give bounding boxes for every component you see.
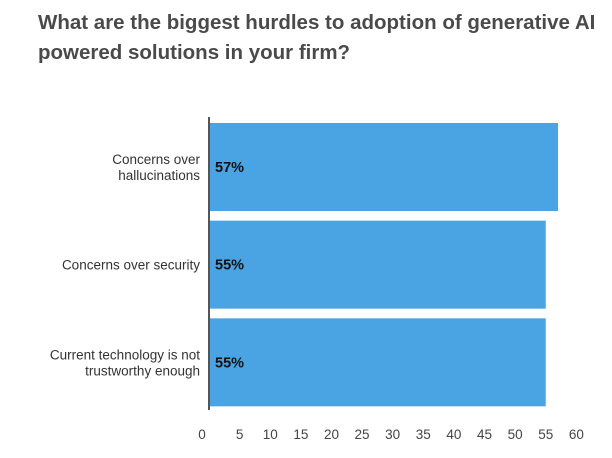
x-tick-0: 0 [198, 427, 206, 442]
x-tick-60: 60 [569, 427, 584, 442]
x-tick-20: 20 [324, 427, 339, 442]
category-label-line: Concerns over [112, 152, 200, 167]
bar-1 [209, 123, 558, 211]
category-label-3: Current technology is not trustworthy eno… [50, 347, 200, 378]
category-label-line: trustworthy enough [85, 363, 200, 378]
x-tick-15: 15 [293, 427, 308, 442]
category-label-1: Concerns over hallucinations [112, 152, 200, 183]
category-label-line: Concerns over security [62, 258, 200, 273]
x-tick-25: 25 [355, 427, 370, 442]
bars-group [209, 123, 558, 407]
x-tick-40: 40 [446, 427, 461, 442]
category-label-2: Concerns over security [62, 258, 200, 273]
x-tick-50: 50 [508, 427, 523, 442]
chart-title: What are the biggest hurdles to adoption… [38, 11, 596, 64]
x-tick-30: 30 [385, 427, 400, 442]
x-tick-10: 10 [263, 427, 278, 442]
x-tick-45: 45 [477, 427, 492, 442]
x-axis-ticks: 0 5 10 15 20 25 30 35 40 45 50 55 60 [198, 427, 584, 442]
category-label-line: Current technology is not [50, 347, 200, 362]
data-label-3: 55% [215, 355, 244, 371]
data-label-2: 55% [215, 258, 244, 274]
bar-2 [209, 220, 546, 309]
x-tick-55: 55 [538, 427, 553, 442]
category-label-line: hallucinations [118, 168, 200, 183]
data-labels: 57% 55% 55% [215, 160, 244, 371]
data-label-1: 57% [215, 160, 244, 176]
x-tick-35: 35 [416, 427, 431, 442]
bar-3 [209, 318, 546, 407]
x-tick-5: 5 [236, 427, 244, 442]
